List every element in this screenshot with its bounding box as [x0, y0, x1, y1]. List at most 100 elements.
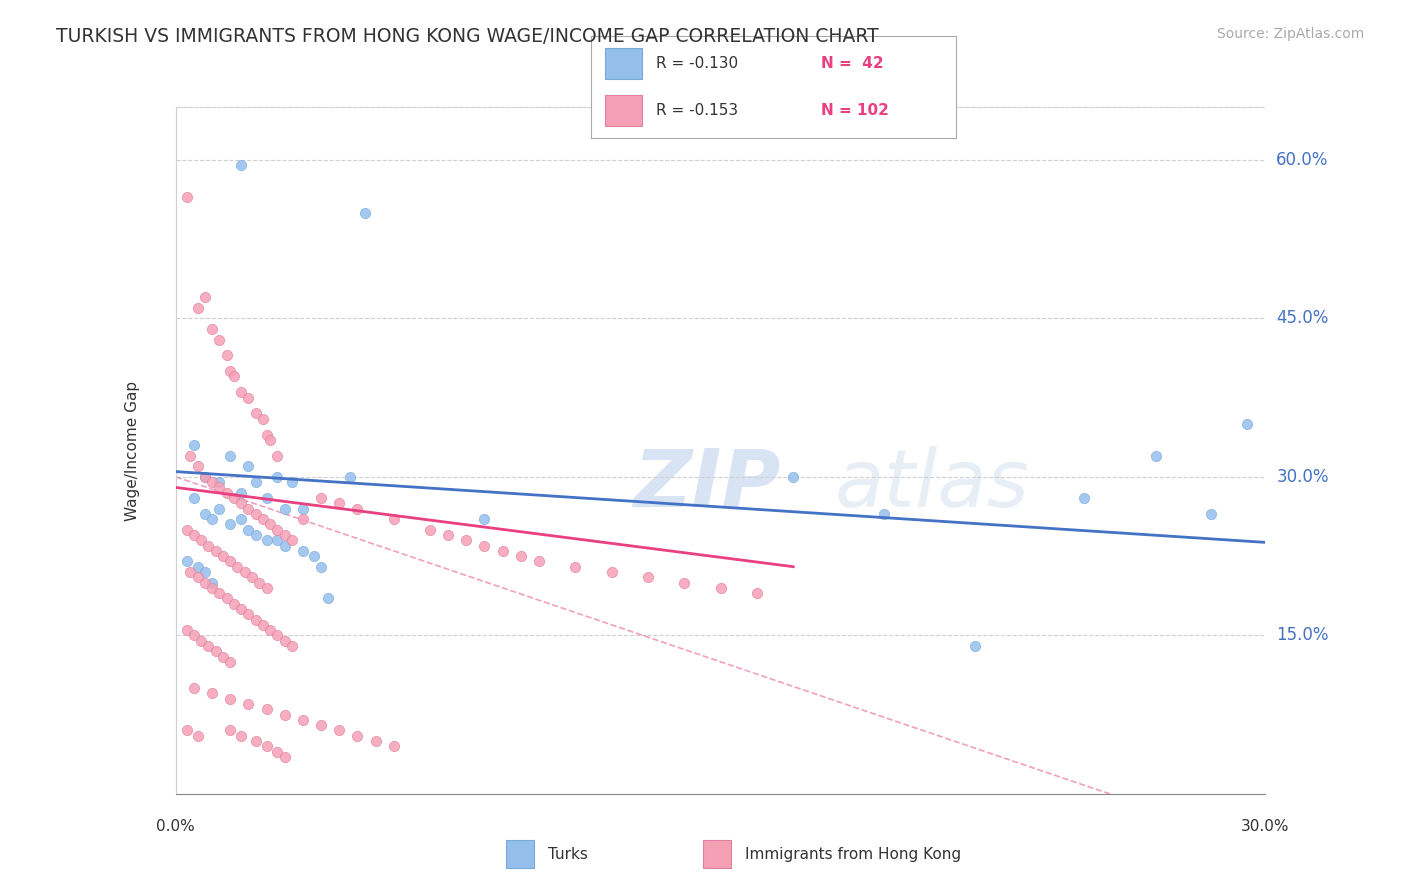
- Point: [194, 470, 217, 484]
- Text: Wage/Income Gap: Wage/Income Gap: [125, 380, 139, 521]
- Bar: [506, 840, 534, 868]
- Point: [382, 512, 405, 526]
- Point: [266, 533, 288, 548]
- Text: R = -0.130: R = -0.130: [657, 56, 738, 70]
- Point: [247, 575, 270, 590]
- Bar: [605, 95, 641, 126]
- Point: [219, 364, 242, 378]
- Point: [256, 739, 278, 754]
- Text: 0.0%: 0.0%: [156, 819, 195, 834]
- Point: [564, 559, 586, 574]
- Text: 15.0%: 15.0%: [1277, 626, 1329, 644]
- Point: [710, 581, 733, 595]
- Point: [474, 512, 496, 526]
- Point: [183, 681, 205, 696]
- Point: [252, 411, 274, 425]
- Point: [183, 528, 205, 542]
- Point: [673, 575, 696, 590]
- Text: Immigrants from Hong Kong: Immigrants from Hong Kong: [745, 847, 962, 862]
- Point: [201, 686, 224, 700]
- Point: [266, 523, 288, 537]
- Point: [238, 607, 260, 622]
- Point: [309, 718, 332, 732]
- Point: [291, 544, 314, 558]
- Point: [259, 623, 281, 637]
- Point: [1199, 507, 1222, 521]
- Point: [238, 391, 260, 405]
- Text: TURKISH VS IMMIGRANTS FROM HONG KONG WAGE/INCOME GAP CORRELATION CHART: TURKISH VS IMMIGRANTS FROM HONG KONG WAG…: [56, 27, 879, 45]
- Point: [527, 554, 550, 568]
- Text: N =  42: N = 42: [821, 56, 883, 70]
- Point: [256, 491, 278, 505]
- Point: [231, 512, 253, 526]
- Point: [194, 507, 217, 521]
- Point: [266, 449, 288, 463]
- Point: [186, 459, 209, 474]
- Point: [208, 501, 231, 516]
- Point: [201, 512, 224, 526]
- Point: [212, 649, 235, 664]
- Point: [231, 729, 253, 743]
- Point: [245, 407, 267, 421]
- Point: [231, 385, 253, 400]
- Point: [274, 633, 297, 648]
- Point: [245, 528, 267, 542]
- Text: N = 102: N = 102: [821, 103, 889, 118]
- Point: [215, 591, 238, 606]
- Point: [274, 707, 297, 722]
- Point: [600, 565, 623, 579]
- Point: [231, 158, 253, 172]
- Point: [176, 523, 198, 537]
- Point: [222, 597, 245, 611]
- Point: [201, 322, 224, 336]
- Point: [212, 549, 235, 563]
- Point: [474, 539, 496, 553]
- Point: [183, 628, 205, 642]
- Point: [186, 570, 209, 584]
- Point: [245, 475, 267, 490]
- Point: [309, 491, 332, 505]
- Point: [873, 507, 896, 521]
- Point: [259, 517, 281, 532]
- Point: [328, 723, 350, 738]
- Point: [1146, 449, 1168, 463]
- Text: atlas: atlas: [835, 446, 1029, 524]
- Point: [186, 301, 209, 315]
- Point: [302, 549, 325, 563]
- Point: [745, 586, 768, 600]
- Point: [266, 628, 288, 642]
- Point: [219, 655, 242, 669]
- Bar: [605, 48, 641, 78]
- Point: [176, 554, 198, 568]
- Point: [179, 449, 201, 463]
- Text: 30.0%: 30.0%: [1241, 819, 1289, 834]
- Point: [346, 501, 368, 516]
- Point: [179, 565, 201, 579]
- Text: Turks: Turks: [548, 847, 588, 862]
- Text: ZIP: ZIP: [633, 446, 780, 524]
- Point: [238, 459, 260, 474]
- Point: [1236, 417, 1258, 431]
- Point: [190, 533, 212, 548]
- Point: [219, 554, 242, 568]
- Point: [222, 369, 245, 384]
- Point: [238, 697, 260, 711]
- Point: [256, 533, 278, 548]
- Point: [419, 523, 441, 537]
- Point: [245, 613, 267, 627]
- Point: [274, 750, 297, 764]
- Point: [291, 501, 314, 516]
- Point: [197, 539, 219, 553]
- Text: R = -0.153: R = -0.153: [657, 103, 738, 118]
- Point: [201, 475, 224, 490]
- Point: [194, 470, 217, 484]
- Point: [346, 729, 368, 743]
- Point: [197, 639, 219, 653]
- Point: [782, 470, 804, 484]
- Point: [186, 729, 209, 743]
- Point: [215, 348, 238, 362]
- Point: [437, 528, 460, 542]
- Point: [252, 512, 274, 526]
- Point: [281, 475, 304, 490]
- Point: [339, 470, 361, 484]
